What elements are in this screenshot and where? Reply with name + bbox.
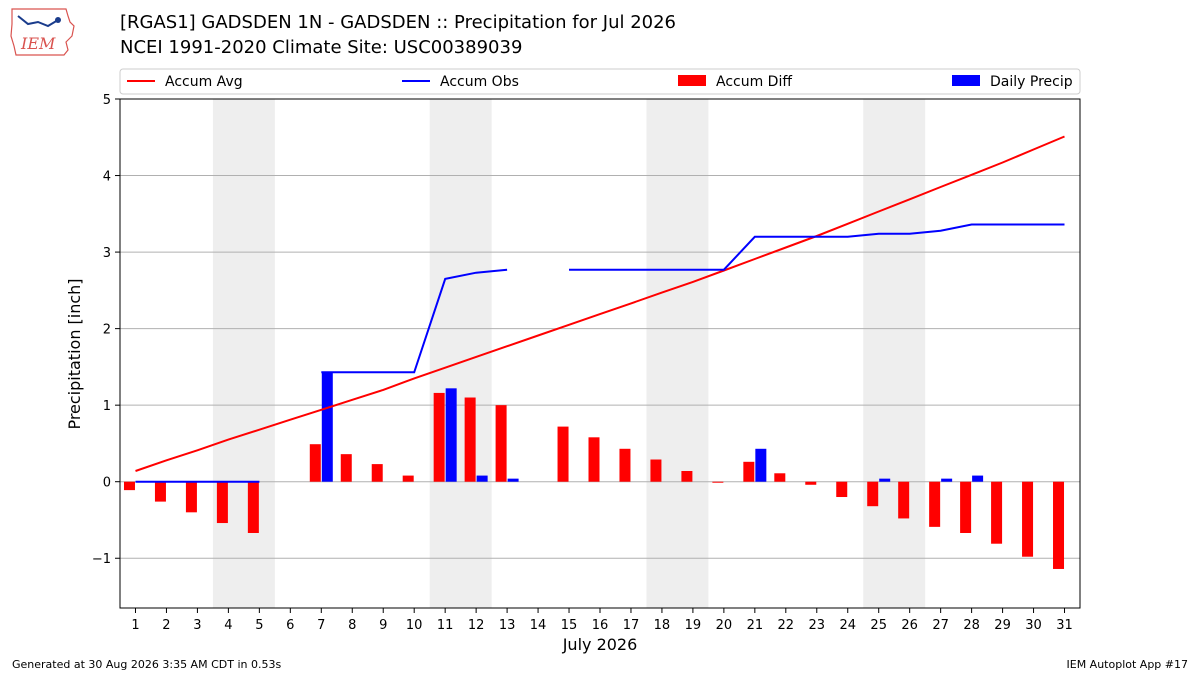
accum-diff-bar: [929, 481, 941, 527]
legend-swatch-accum-diff: [678, 75, 706, 86]
legend-label: Accum Diff: [716, 74, 792, 90]
x-tick-label: 20: [716, 618, 733, 633]
x-tick-label: 1: [131, 618, 139, 633]
y-tick-label: 2: [103, 323, 111, 338]
x-tick-label: 27: [932, 618, 949, 633]
x-tick-label: 29: [994, 618, 1011, 633]
accum-diff-bar: [340, 454, 352, 482]
x-axis-label: July 2026: [562, 635, 638, 654]
x-tick-label: 23: [809, 618, 826, 633]
chart-title: [RGAS1] GADSDEN 1N - GADSDEN :: Precipit…: [120, 12, 677, 33]
accum-diff-bar: [495, 405, 507, 482]
accum-diff-bar: [185, 481, 197, 513]
x-tick-label: 15: [561, 618, 578, 633]
accum-diff-bar: [371, 464, 383, 482]
accum-diff-bar: [681, 470, 693, 482]
legend-label: Accum Obs: [440, 74, 519, 90]
x-tick-label: 21: [747, 618, 764, 633]
legend-label: Accum Avg: [165, 74, 243, 90]
x-tick-label: 19: [685, 618, 702, 633]
x-tick-label: 10: [406, 618, 423, 633]
accum-avg-line: [135, 135, 1065, 472]
x-tick-label: 2: [162, 618, 170, 633]
logo-text: IEM: [20, 34, 56, 53]
weekend-band: [863, 99, 926, 608]
x-tick-label: 12: [468, 618, 485, 633]
accum-diff-bar: [1053, 481, 1065, 569]
legend-swatch-daily-precip: [952, 75, 980, 86]
x-tick-label: 28: [963, 618, 980, 633]
daily-precip-bar: [445, 388, 457, 482]
accum-diff-bar: [712, 481, 724, 483]
accum-diff-bar: [650, 459, 662, 482]
x-tick-label: 13: [499, 618, 516, 633]
accum-diff-bar: [588, 437, 600, 482]
daily-precip-bar: [476, 475, 488, 482]
daily-precip-bar: [507, 478, 519, 482]
x-tick-label: 16: [592, 618, 609, 633]
accum-diff-bar: [216, 481, 228, 524]
x-tick-label: 3: [193, 618, 201, 633]
x-tick-label: 6: [286, 618, 294, 633]
y-tick-label: 0: [103, 476, 111, 491]
accum-obs-line: [321, 268, 508, 374]
accum-diff-bar: [805, 481, 817, 485]
daily-precip-bar: [755, 448, 767, 482]
x-tick-label: 11: [437, 618, 454, 633]
accum-diff-bar: [991, 481, 1003, 544]
x-tick-label: 9: [379, 618, 387, 633]
y-axis-label: Precipitation [inch]: [65, 278, 84, 429]
app-label: IEM Autoplot App #17: [1066, 658, 1189, 671]
legend-box: [119, 68, 1081, 95]
daily-precip-bar: [879, 478, 891, 482]
accum-diff-bar: [1022, 481, 1034, 557]
weekend-band: [646, 99, 709, 608]
legend-label: Daily Precip: [990, 74, 1073, 90]
accum-diff-bar: [960, 481, 972, 533]
accum-diff-bar: [309, 444, 321, 482]
daily-precip-bar: [321, 372, 333, 482]
y-tick-label: 1: [103, 399, 111, 414]
daily-precip-bar: [972, 475, 984, 482]
accum-obs-line: [569, 223, 1065, 271]
x-tick-label: 4: [224, 618, 232, 633]
x-tick-label: 26: [901, 618, 918, 633]
x-tick-label: 8: [348, 618, 356, 633]
accum-diff-bar: [867, 481, 879, 507]
y-tick-label: 5: [103, 93, 111, 108]
x-tick-label: 24: [839, 618, 856, 633]
x-tick-label: 25: [870, 618, 887, 633]
accum-diff-bar: [743, 461, 755, 482]
y-tick-label: 3: [103, 246, 111, 261]
x-tick-label: 30: [1025, 618, 1042, 633]
daily-precip-bar: [941, 478, 953, 482]
iem-logo: IEM: [10, 8, 75, 56]
generated-timestamp: Generated at 30 Aug 2026 3:35 AM CDT in …: [12, 658, 282, 671]
accum-diff-bar: [464, 397, 476, 482]
x-tick-label: 14: [530, 618, 547, 633]
x-tick-label: 18: [654, 618, 671, 633]
accum-diff-bar: [619, 448, 631, 482]
accum-diff-bar: [836, 481, 848, 498]
weekend-band: [212, 99, 275, 608]
chart-subtitle: NCEI 1991-2020 Climate Site: USC00389039: [120, 37, 523, 58]
accum-diff-bar: [557, 426, 569, 482]
x-tick-label: 17: [623, 618, 640, 633]
accum-diff-bar: [154, 481, 166, 502]
accum-diff-bar: [433, 392, 445, 482]
accum-diff-bar: [774, 473, 786, 482]
x-tick-label: 31: [1056, 618, 1073, 633]
weekend-band: [429, 99, 492, 608]
accum-diff-bar: [402, 475, 414, 482]
y-tick-label: 4: [103, 170, 111, 185]
x-tick-label: 7: [317, 618, 325, 633]
x-tick-label: 5: [255, 618, 263, 633]
y-tick-label: −1: [92, 552, 111, 567]
accum-diff-bar: [123, 481, 135, 491]
accum-diff-bar: [247, 481, 259, 533]
x-tick-label: 22: [778, 618, 795, 633]
accum-diff-bar: [898, 481, 910, 519]
